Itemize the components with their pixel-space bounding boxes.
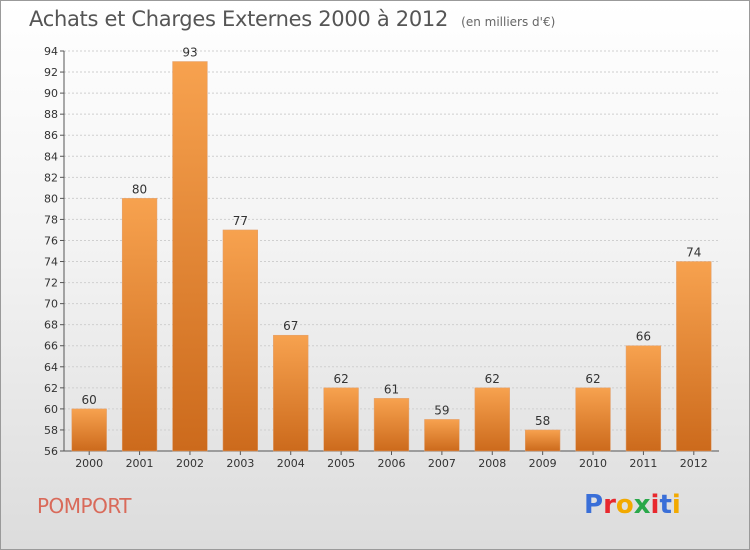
x-tick-label: 2006 bbox=[378, 457, 406, 470]
y-tick-label: 68 bbox=[44, 319, 58, 332]
bar-2006 bbox=[373, 398, 410, 452]
x-tick-label: 2001 bbox=[126, 457, 154, 470]
data-label: 59 bbox=[434, 403, 449, 417]
data-label: 74 bbox=[686, 246, 701, 260]
data-label: 60 bbox=[82, 393, 97, 407]
x-tick-label: 2011 bbox=[629, 457, 657, 470]
brand-letter: P bbox=[584, 490, 604, 520]
bars bbox=[71, 61, 712, 452]
bar-2000 bbox=[71, 408, 107, 452]
chart-title: Achats et Charges Externes 2000 à 2012 bbox=[29, 7, 449, 31]
brand-letter: r bbox=[603, 490, 616, 520]
brand-letter: o bbox=[615, 490, 634, 520]
data-label: 61 bbox=[384, 382, 399, 396]
x-tick-label: 2004 bbox=[277, 457, 305, 470]
data-label: 62 bbox=[585, 372, 600, 386]
brand-logo: Proxiti bbox=[584, 490, 681, 520]
title-row: Achats et Charges Externes 2000 à 2012 (… bbox=[29, 7, 555, 31]
bar-2004 bbox=[273, 334, 309, 452]
x-tick-label: 2002 bbox=[176, 457, 204, 470]
x-tick-label: 2003 bbox=[226, 457, 254, 470]
y-tick-label: 84 bbox=[44, 150, 58, 163]
data-label: 77 bbox=[233, 214, 248, 228]
y-tick-label: 74 bbox=[44, 256, 58, 269]
x-tick-label: 2000 bbox=[75, 457, 103, 470]
x-tick-label: 2012 bbox=[680, 457, 708, 470]
x-tick-label: 2009 bbox=[529, 457, 557, 470]
y-tick-label: 62 bbox=[44, 382, 58, 395]
y-tick-label: 72 bbox=[44, 277, 58, 290]
y-tick-label: 88 bbox=[44, 108, 58, 121]
y-tick-label: 86 bbox=[44, 129, 58, 142]
data-label: 62 bbox=[485, 372, 500, 386]
data-label: 62 bbox=[333, 372, 348, 386]
y-tick-label: 64 bbox=[44, 361, 58, 374]
data-label: 80 bbox=[132, 182, 147, 196]
x-tick-label: 2008 bbox=[478, 457, 506, 470]
bar-2003 bbox=[222, 229, 258, 452]
x-tick-label: 2010 bbox=[579, 457, 607, 470]
chart-subtitle: (en milliers d'€) bbox=[461, 15, 556, 29]
y-tick-label: 76 bbox=[44, 234, 58, 247]
brand-letter: i bbox=[671, 490, 681, 520]
y-tick-label: 70 bbox=[44, 298, 58, 311]
bar-2005 bbox=[323, 387, 359, 452]
bar-2001 bbox=[121, 198, 158, 452]
bar-2002 bbox=[172, 61, 208, 452]
data-label: 58 bbox=[535, 414, 550, 428]
bar-2007 bbox=[424, 419, 460, 452]
y-tick-label: 82 bbox=[44, 171, 58, 184]
bar-2012 bbox=[676, 261, 712, 452]
y-tick-label: 92 bbox=[44, 66, 58, 79]
brand-letter: t bbox=[659, 490, 672, 520]
y-tick-label: 78 bbox=[44, 213, 58, 226]
data-label: 66 bbox=[636, 330, 651, 344]
y-tick-label: 66 bbox=[44, 340, 58, 353]
x-tick-label: 2007 bbox=[428, 457, 456, 470]
brand-letter: x bbox=[633, 490, 651, 520]
commune-name: POMPORT bbox=[37, 494, 132, 518]
data-label: 93 bbox=[182, 46, 197, 60]
x-tick-label: 2005 bbox=[327, 457, 355, 470]
y-tick-label: 90 bbox=[44, 87, 58, 100]
bar-2010 bbox=[575, 387, 611, 452]
y-tick-label: 60 bbox=[44, 403, 58, 416]
bar-2009 bbox=[525, 429, 561, 452]
y-tick-label: 58 bbox=[44, 424, 58, 437]
y-tick-label: 94 bbox=[44, 45, 58, 58]
bar-2011 bbox=[625, 345, 662, 452]
data-labels: 60 80 93 77 67 62 61 59 62 58 62 66 74 bbox=[82, 46, 702, 428]
y-tick-label: 80 bbox=[44, 192, 58, 205]
y-tick-label: 56 bbox=[44, 445, 58, 458]
brand-letter: i bbox=[650, 490, 660, 520]
bar-2008 bbox=[474, 387, 510, 452]
data-label: 67 bbox=[283, 319, 298, 333]
